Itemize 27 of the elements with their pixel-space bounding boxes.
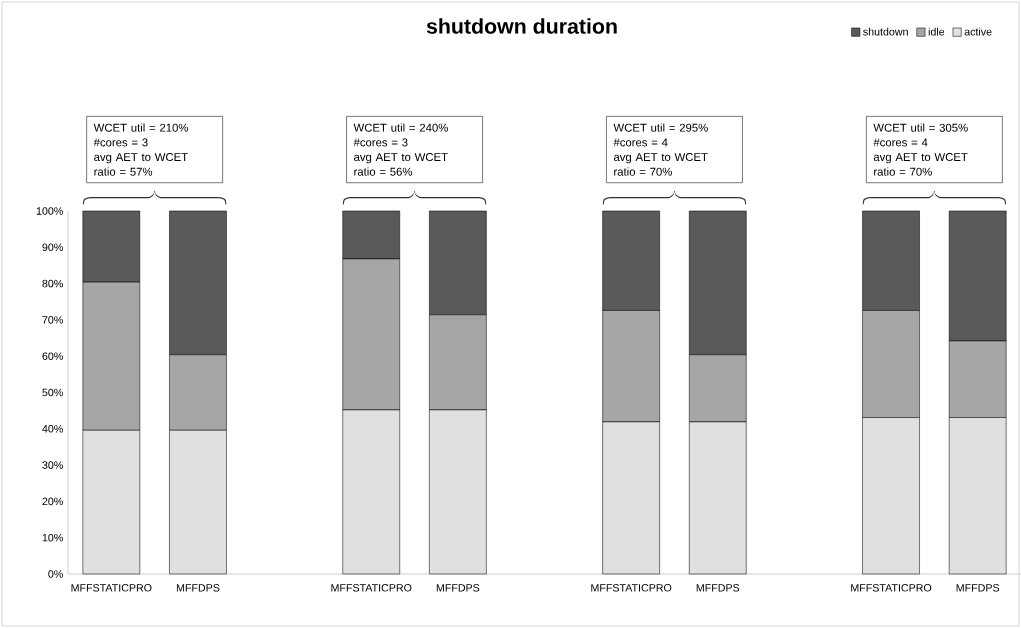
text: WCET util = 210% #cores = 3 avg AET to WCET ratio = 57% — [93, 123, 189, 176]
legend-label: shutdown — [863, 27, 908, 36]
y-tick-label: 80% — [42, 279, 63, 288]
y-tick-label: 20% — [42, 497, 63, 506]
text: WCET util = 305% #cores = 4 avg AET to WCET ratio = 70% — [873, 123, 968, 176]
text: WCET util = 295% #cores = 4 avg AET to WCET ratio = 70% — [613, 123, 708, 176]
x-tick-label: MFFDPS — [956, 584, 1000, 592]
x-tick-label: MFFDPS — [176, 584, 220, 592]
y-tick-label: 10% — [42, 533, 63, 542]
y-tick-label: 40% — [42, 425, 63, 433]
x-tick-label: MFFSTATICPRO — [71, 584, 152, 592]
y-tick-label: 60% — [42, 352, 63, 360]
x-tick-label: MFFSTATICPRO — [851, 584, 932, 592]
x-tick-label: MFFDPS — [436, 584, 480, 592]
y-tick-label: 100% — [36, 207, 63, 215]
y-tick-label: 50% — [42, 388, 63, 397]
y-tick-label: 30% — [42, 461, 63, 469]
x-tick-label: MFFSTATICPRO — [331, 584, 412, 592]
y-tick-label: 0% — [48, 570, 63, 578]
chart-title: shutdown duration — [426, 18, 617, 34]
legend-label: idle — [928, 27, 945, 36]
y-tick-label: 90% — [42, 243, 63, 252]
y-tick-label: 70% — [42, 316, 63, 324]
text: WCET util = 240% #cores = 3 avg AET to WCET ratio = 56% — [353, 123, 448, 176]
legend-label: active — [964, 27, 992, 36]
x-tick-label: MFFDPS — [696, 584, 740, 592]
x-tick-label: MFFSTATICPRO — [591, 584, 672, 592]
